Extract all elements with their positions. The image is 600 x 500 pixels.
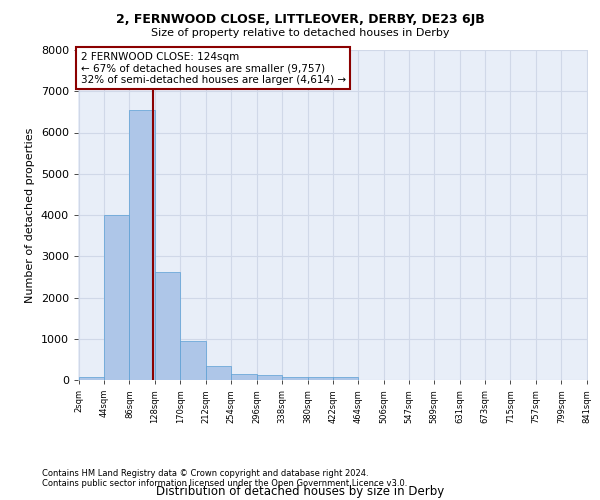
Bar — [206, 366, 231, 380]
Text: 2, FERNWOOD CLOSE, LITTLEOVER, DERBY, DE23 6JB: 2, FERNWOOD CLOSE, LITTLEOVER, DERBY, DE… — [116, 12, 484, 26]
Bar — [155, 272, 181, 380]
Bar — [130, 110, 155, 380]
Bar — [231, 374, 257, 380]
Text: Contains public sector information licensed under the Open Government Licence v3: Contains public sector information licen… — [42, 478, 407, 488]
Text: Distribution of detached houses by size in Derby: Distribution of detached houses by size … — [156, 484, 444, 498]
Bar — [257, 376, 282, 380]
Text: 2 FERNWOOD CLOSE: 124sqm
← 67% of detached houses are smaller (9,757)
32% of sem: 2 FERNWOOD CLOSE: 124sqm ← 67% of detach… — [80, 52, 346, 85]
Text: Size of property relative to detached houses in Derby: Size of property relative to detached ho… — [151, 28, 449, 38]
Bar — [282, 377, 308, 380]
Bar — [104, 215, 130, 380]
Y-axis label: Number of detached properties: Number of detached properties — [25, 128, 35, 302]
Bar — [333, 378, 358, 380]
Text: Contains HM Land Registry data © Crown copyright and database right 2024.: Contains HM Land Registry data © Crown c… — [42, 468, 368, 477]
Bar — [79, 376, 104, 380]
Bar — [181, 341, 206, 380]
Bar — [308, 377, 333, 380]
